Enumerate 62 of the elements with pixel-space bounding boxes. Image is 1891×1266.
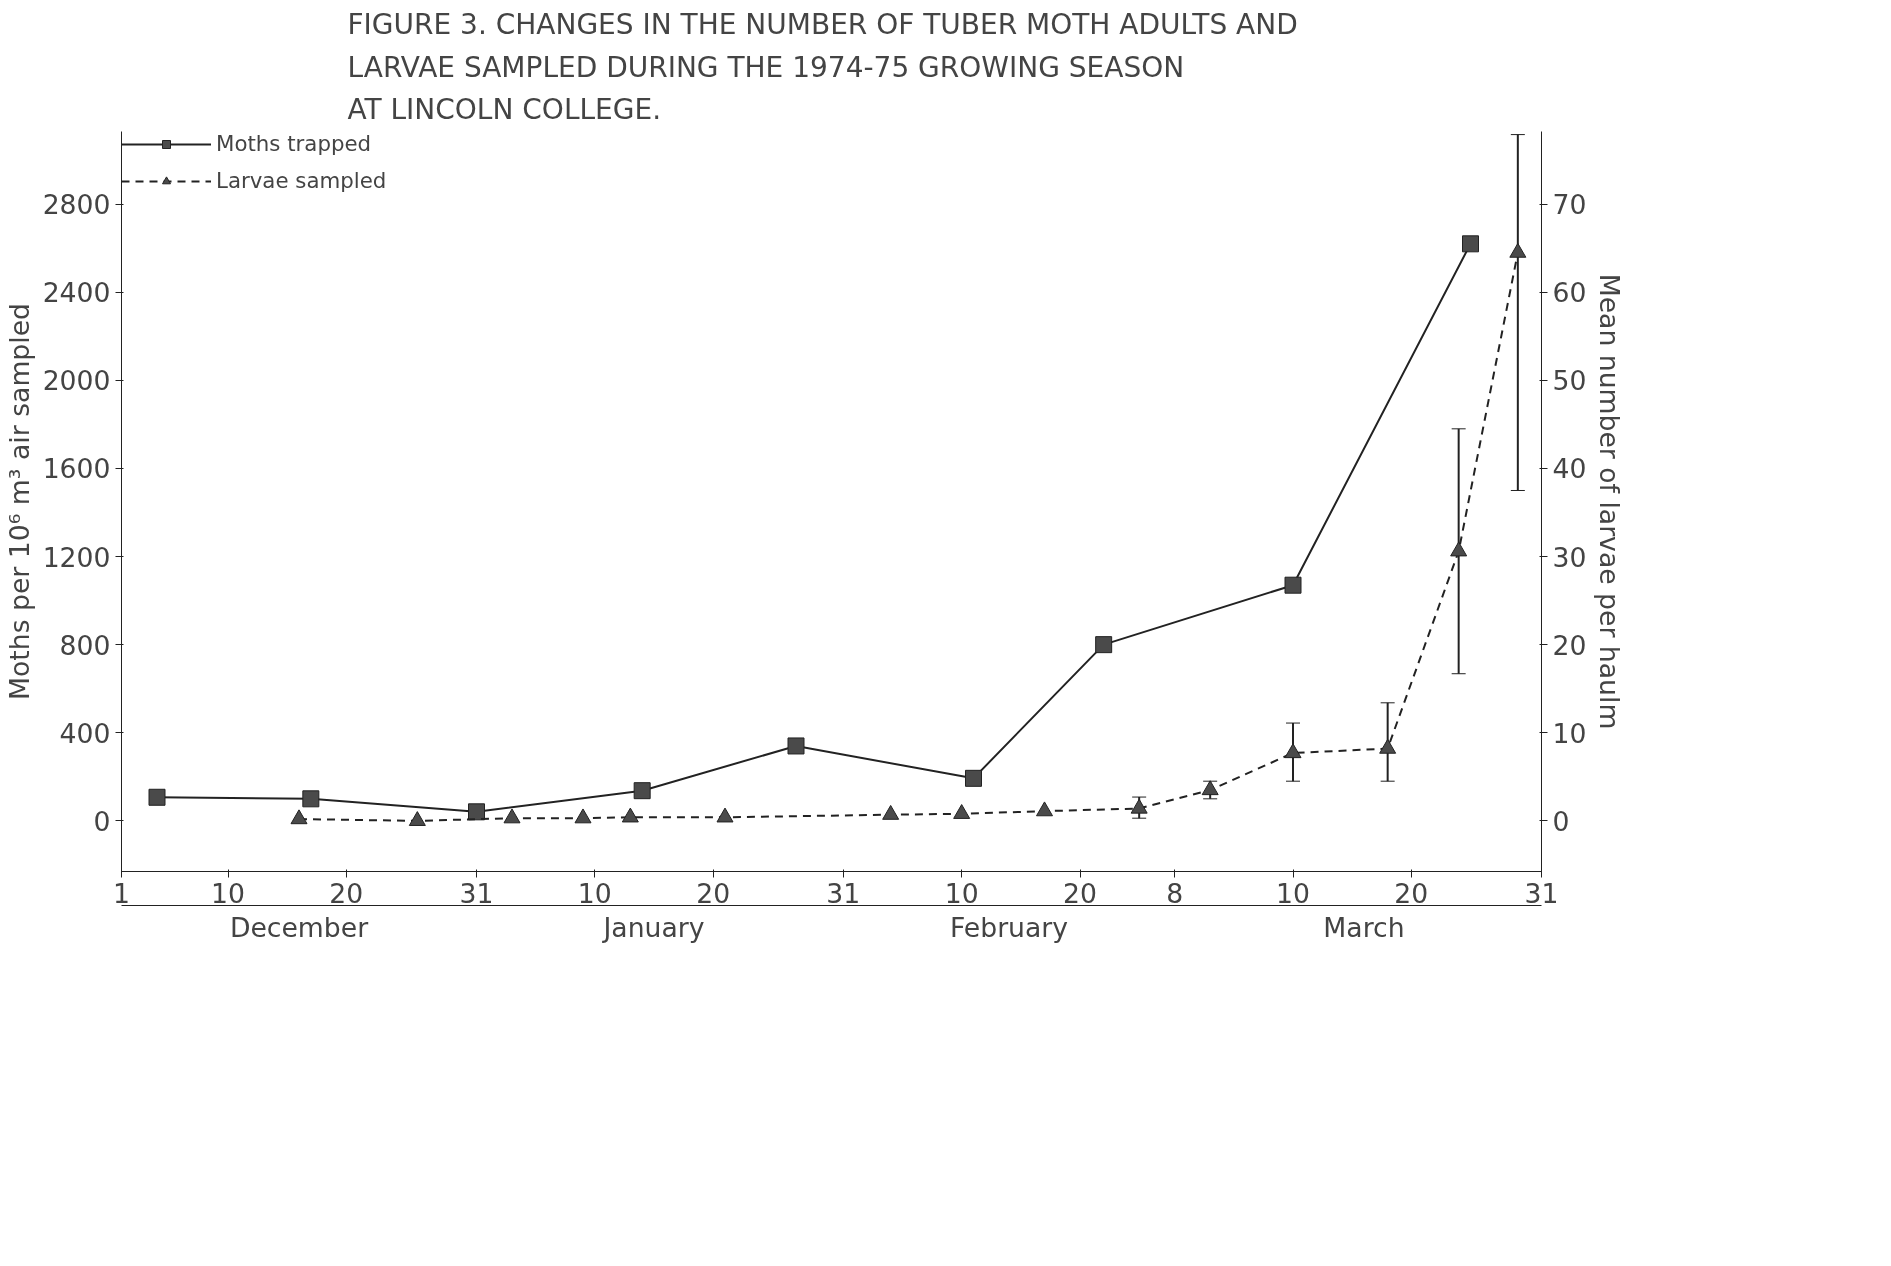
y2-tick-label: 10 [1552,717,1587,749]
y2-axis-title: Mean number of larvae per haulm [1594,273,1626,730]
text: March [1323,911,1405,943]
y2-tick-label: 70 [1552,189,1587,221]
y-tick-label: 2400 [42,277,111,309]
point [633,782,651,800]
x-tick-label: 20 [329,877,364,909]
point [965,769,982,787]
point [503,808,521,824]
x-tick-label: 20 [1394,877,1429,909]
x-tick-label: 8 [1166,877,1184,909]
y2-tick-label: 40 [1552,453,1587,485]
x-tick-label: 10 [211,877,245,909]
x-tick-label: 31 [826,877,861,909]
point [1284,576,1302,594]
x-tick-label: 10 [1276,877,1310,909]
point [1130,798,1148,814]
x-tick-label: 10 [944,877,979,909]
text: December [229,911,369,943]
point [408,811,426,826]
x-tick-label: 31 [459,877,494,909]
point [1462,235,1479,253]
chart-title: FIGURE 3. CHANGES IN THE NUMBER OF TUBER MOTH ADULTS AND LARVAE SAMPLED DURING THE 1974-75 GROWING SEASON AT LINCOLN COLLEGE. [347,7,1298,127]
legend-label: Larvae sampled [216,168,387,193]
point [148,788,166,806]
y-tick-label: 400 [59,717,111,749]
legend-label: Moths trapped [216,131,372,156]
y-tick-label: 0 [93,805,111,837]
point [1509,242,1527,258]
x-tick-label: 20 [1063,877,1097,909]
point [468,803,485,821]
point [882,804,900,820]
y-tick-label: 800 [59,629,111,661]
text: January [601,911,705,943]
point [1284,743,1302,759]
point [953,804,971,819]
text: February [949,911,1069,943]
y-tick-label: 1600 [42,453,111,485]
x-tick-label: 20 [696,877,731,909]
point [1036,801,1053,817]
y2-tick-label: 60 [1552,277,1587,309]
point [302,790,320,808]
y-tick-label: 2000 [42,365,111,397]
y2-tick-label: 50 [1552,365,1587,397]
point [290,809,308,825]
point [574,808,592,824]
point [1201,780,1219,796]
point [1450,541,1468,557]
point [1379,738,1397,754]
x-tick-label: 31 [1524,877,1559,909]
y-tick-label: 2800 [42,189,111,221]
y2-tick-label: 0 [1552,805,1570,837]
point [716,807,734,823]
y2-tick-label: 30 [1552,541,1587,573]
point [1095,636,1113,654]
x-tick-label: 1 [113,877,130,909]
point [621,807,639,823]
x-tick-label: 10 [577,877,612,909]
point [787,737,805,755]
y-tick-label: 1200 [42,541,111,573]
y-axis-title: Moths per 10⁶ m³ air sampled [3,303,35,700]
y2-tick-label: 20 [1552,629,1587,661]
